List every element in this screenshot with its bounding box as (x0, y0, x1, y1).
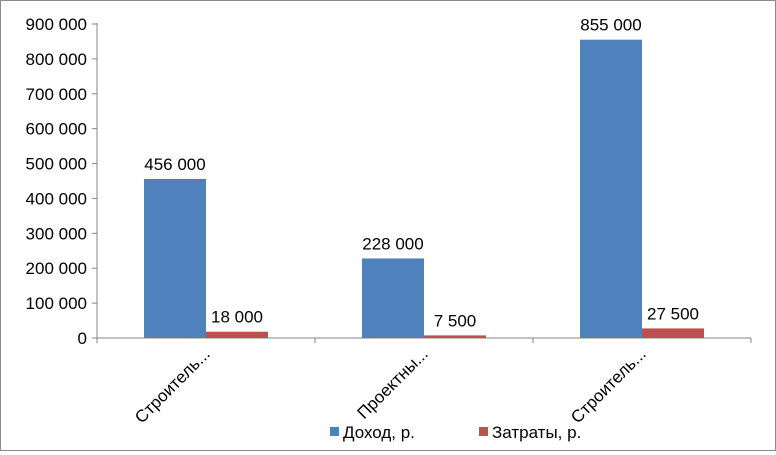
data-label: 456 000 (144, 155, 205, 174)
bar-income (362, 258, 424, 338)
y-tick-label: 400 000 (26, 189, 87, 208)
legend-label: Доход, р. (343, 423, 415, 442)
y-tick-label: 100 000 (26, 294, 87, 313)
y-tick-label: 200 000 (26, 259, 87, 278)
category-label: Строитель... (131, 344, 214, 427)
category-label: Строитель... (567, 344, 650, 427)
bar-income (580, 39, 642, 338)
legend-swatch (479, 427, 488, 436)
y-tick-label: 700 000 (26, 85, 87, 104)
bar-expenses (642, 328, 704, 338)
y-tick-label: 300 000 (26, 224, 87, 243)
y-tick-label: 500 000 (26, 155, 87, 174)
y-tick-label: 0 (78, 329, 87, 348)
legend-label: Затраты, р. (492, 423, 581, 442)
category-label: Проектны... (353, 344, 431, 422)
bar-expenses (206, 331, 268, 338)
y-tick-label: 600 000 (26, 120, 87, 139)
y-tick-label: 900 000 (26, 15, 87, 34)
data-label: 228 000 (362, 234, 423, 253)
legend-swatch (330, 427, 339, 436)
data-label: 7 500 (434, 311, 477, 330)
data-label: 855 000 (580, 16, 641, 35)
y-tick-label: 800 000 (26, 50, 87, 69)
bar-expenses (424, 335, 486, 338)
data-label: 27 500 (647, 304, 699, 323)
data-label: 18 000 (211, 308, 263, 327)
bar-income (144, 178, 206, 338)
